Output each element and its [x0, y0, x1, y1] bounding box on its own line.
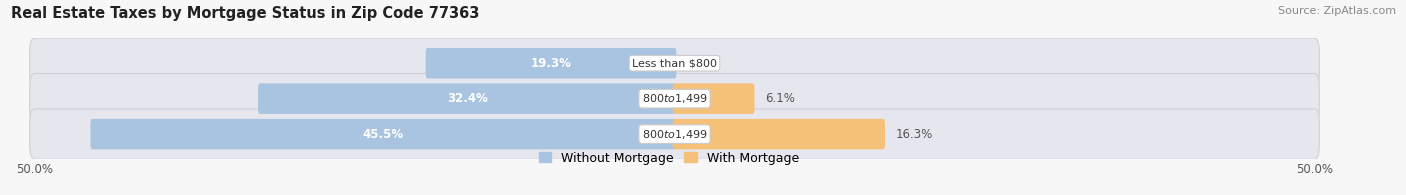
Text: 16.3%: 16.3%: [896, 128, 934, 141]
Text: 45.5%: 45.5%: [363, 128, 404, 141]
Text: Source: ZipAtlas.com: Source: ZipAtlas.com: [1278, 6, 1396, 16]
Text: Less than $800: Less than $800: [633, 58, 717, 68]
FancyBboxPatch shape: [30, 38, 1319, 88]
Text: 6.1%: 6.1%: [765, 92, 796, 105]
FancyBboxPatch shape: [30, 74, 1319, 124]
Legend: Without Mortgage, With Mortgage: Without Mortgage, With Mortgage: [538, 152, 799, 165]
FancyBboxPatch shape: [672, 83, 755, 114]
Text: 32.4%: 32.4%: [447, 92, 488, 105]
Text: 0.0%: 0.0%: [688, 57, 717, 70]
FancyBboxPatch shape: [30, 109, 1319, 159]
FancyBboxPatch shape: [90, 119, 676, 149]
FancyBboxPatch shape: [426, 48, 676, 78]
FancyBboxPatch shape: [672, 119, 884, 149]
Text: $800 to $1,499: $800 to $1,499: [641, 92, 707, 105]
Text: $800 to $1,499: $800 to $1,499: [641, 128, 707, 141]
Text: Real Estate Taxes by Mortgage Status in Zip Code 77363: Real Estate Taxes by Mortgage Status in …: [11, 6, 479, 21]
FancyBboxPatch shape: [259, 83, 676, 114]
Text: 19.3%: 19.3%: [530, 57, 571, 70]
